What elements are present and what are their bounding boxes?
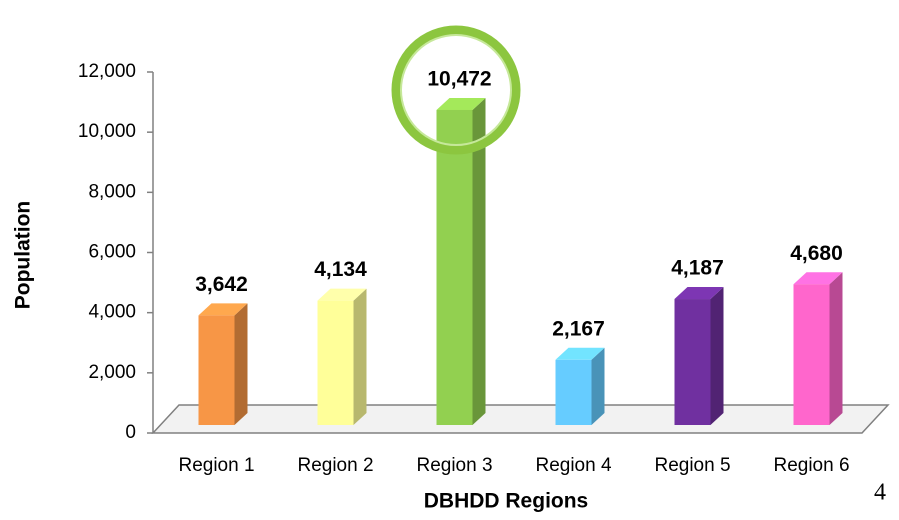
x-axis-label: DBHDD Regions xyxy=(424,490,589,513)
bar xyxy=(198,315,235,425)
y-tick-label: 8,000 xyxy=(88,181,136,202)
bar-top xyxy=(317,288,367,301)
bar-top xyxy=(674,287,724,300)
x-tick-label: Region 4 xyxy=(535,455,611,476)
highlight-circle xyxy=(391,25,521,155)
y-axis-label: Population xyxy=(12,201,35,310)
bar-side xyxy=(829,272,843,425)
bar-side xyxy=(353,288,367,425)
bar-top xyxy=(555,347,605,360)
value-label: 2,167 xyxy=(552,317,605,340)
bar xyxy=(317,300,354,425)
bar-side xyxy=(591,347,605,425)
value-label: 3,642 xyxy=(195,273,248,296)
bar-top xyxy=(793,272,843,285)
y-tick-label: 12,000 xyxy=(78,61,136,82)
bar xyxy=(674,299,711,425)
x-tick-label: Region 1 xyxy=(178,455,254,476)
y-tick-label: 0 xyxy=(125,422,136,443)
bar-side xyxy=(710,287,724,425)
bar-side xyxy=(472,97,486,425)
bar-top xyxy=(198,303,248,316)
y-tick-label: 10,000 xyxy=(78,121,136,142)
bar-top xyxy=(436,97,486,110)
highlight-circle-inner xyxy=(400,34,512,146)
value-label: 4,187 xyxy=(671,257,724,280)
bar xyxy=(555,359,592,425)
x-tick-label: Region 6 xyxy=(773,455,849,476)
bar-side xyxy=(234,303,248,425)
y-tick-label: 6,000 xyxy=(88,242,136,263)
page-number: 4 xyxy=(874,480,886,506)
x-tick-label: Region 2 xyxy=(297,455,373,476)
bar xyxy=(793,284,830,425)
bar xyxy=(436,109,473,425)
floor xyxy=(151,404,890,434)
x-tick-label: Region 5 xyxy=(654,455,730,476)
y-tick-label: 4,000 xyxy=(88,302,136,323)
x-tick-label: Region 3 xyxy=(416,455,492,476)
value-label: 10,472 xyxy=(427,68,491,91)
value-label: 4,680 xyxy=(790,242,843,265)
value-label: 4,134 xyxy=(314,258,367,281)
y-tick-label: 2,000 xyxy=(88,362,136,383)
